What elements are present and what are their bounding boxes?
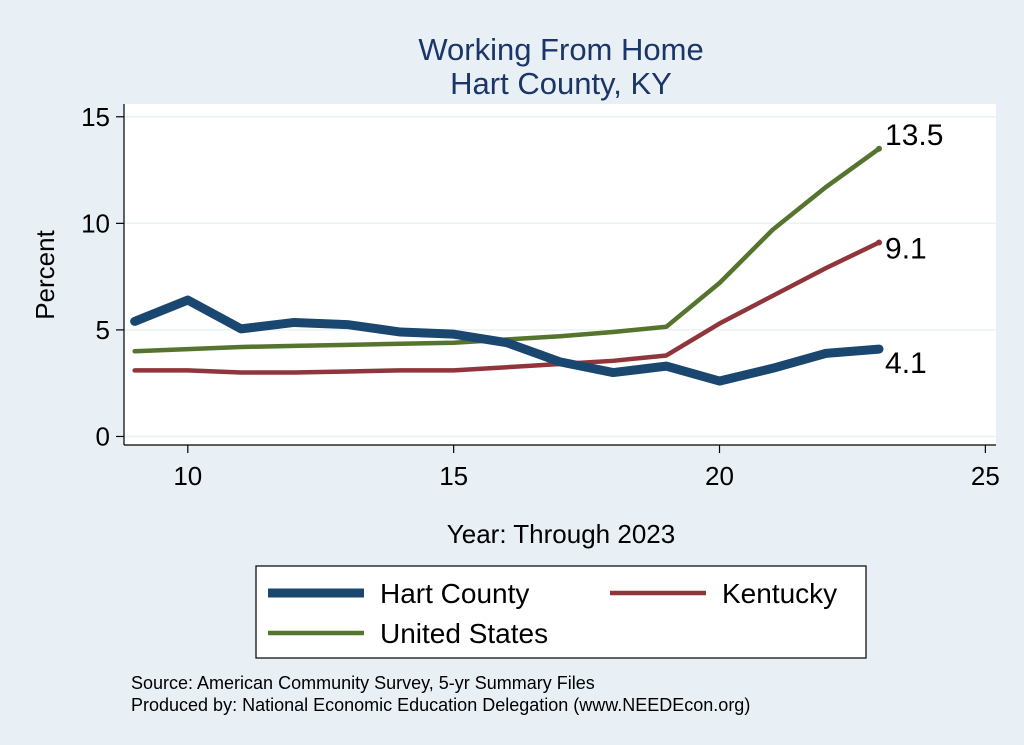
producer-note: Produced by: National Economic Education… <box>131 695 750 715</box>
series-line-hart-county <box>130 295 884 386</box>
legend-label-hart-county: Hart County <box>380 578 529 609</box>
y-axis-title: Percent <box>30 229 60 319</box>
legend-label-kentucky: Kentucky <box>722 578 837 609</box>
end-label-united-states: 13.5 <box>885 119 943 152</box>
y-tick-label-0: 0 <box>96 421 110 451</box>
x-tick-label-25: 25 <box>971 461 1000 491</box>
end-point-united-states <box>876 145 883 152</box>
legend: Hart County Kentucky United States <box>255 565 867 659</box>
x-tick-label-10: 10 <box>173 461 202 491</box>
chart-subtitle: Hart County, KY <box>450 66 672 101</box>
end-point-kentucky <box>876 239 883 246</box>
chart-title: Working From Home <box>418 32 703 67</box>
series-line-kentucky <box>132 240 882 375</box>
y-tick-label-10: 10 <box>81 208 110 238</box>
axes: 0 5 10 15 10 15 20 25 <box>81 102 1000 491</box>
legend-box <box>255 565 867 659</box>
plot-area <box>124 104 996 445</box>
end-labels: 4.1 9.1 13.5 <box>885 119 943 380</box>
source-note: Source: American Community Survey, 5-yr … <box>131 673 595 693</box>
end-point-hart-county <box>876 346 883 353</box>
x-axis-title: Year: Through 2023 <box>447 519 675 549</box>
legend-label-united-states: United States <box>380 618 548 649</box>
series-lines <box>130 145 884 386</box>
end-label-hart-county: 4.1 <box>885 347 927 380</box>
x-tick-label-15: 15 <box>439 461 468 491</box>
y-tick-label-15: 15 <box>81 102 110 132</box>
y-tick-label-5: 5 <box>96 315 110 345</box>
end-label-kentucky: 9.1 <box>885 233 927 266</box>
x-tick-label-20: 20 <box>705 461 734 491</box>
